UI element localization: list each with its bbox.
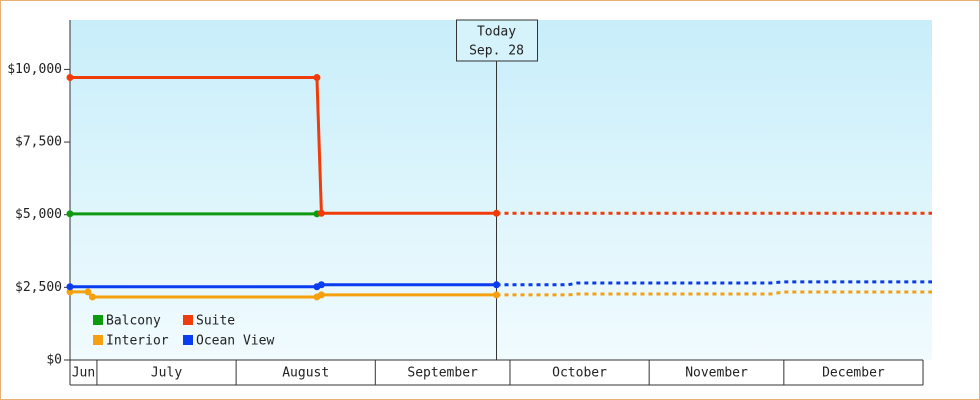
y-tick-label: $10,000 bbox=[7, 62, 62, 77]
y-tick-label: $0 bbox=[46, 353, 62, 368]
point bbox=[313, 74, 321, 82]
x-band-label: October bbox=[552, 366, 607, 381]
forecast-line bbox=[496, 280, 932, 287]
point bbox=[493, 281, 501, 289]
x-band-label: July bbox=[151, 366, 182, 381]
x-band-label: September bbox=[407, 366, 478, 381]
x-band-label: Jun bbox=[72, 366, 95, 381]
point bbox=[493, 291, 501, 299]
y-tick-label: $2,500 bbox=[15, 280, 62, 295]
point bbox=[66, 210, 74, 218]
point bbox=[317, 291, 325, 299]
legend-swatch bbox=[93, 315, 103, 325]
point bbox=[317, 209, 325, 217]
legend-swatch bbox=[183, 335, 193, 345]
plot-area bbox=[70, 20, 932, 360]
legend-swatch bbox=[183, 315, 193, 325]
x-band-label: December bbox=[822, 366, 885, 381]
point bbox=[66, 288, 74, 296]
point bbox=[66, 74, 74, 82]
legend-label: Ocean View bbox=[196, 334, 274, 349]
point bbox=[493, 209, 501, 217]
x-band-label: August bbox=[282, 366, 329, 381]
series-line bbox=[70, 76, 497, 215]
legend-label: Interior bbox=[106, 334, 169, 349]
y-tick-label: $5,000 bbox=[15, 207, 62, 222]
legend-label: Suite bbox=[196, 314, 235, 329]
point bbox=[66, 283, 74, 291]
point bbox=[317, 281, 325, 289]
point bbox=[84, 288, 92, 296]
x-band-label: November bbox=[685, 366, 748, 381]
forecast-line bbox=[496, 290, 932, 297]
legend-label: Balcony bbox=[106, 314, 161, 329]
today-label: Today bbox=[477, 25, 516, 40]
today-box bbox=[456, 19, 539, 62]
legend-swatch bbox=[93, 335, 103, 345]
point bbox=[88, 293, 96, 301]
today-label: Sep. 28 bbox=[469, 44, 524, 59]
y-tick-label: $7,500 bbox=[15, 135, 62, 150]
